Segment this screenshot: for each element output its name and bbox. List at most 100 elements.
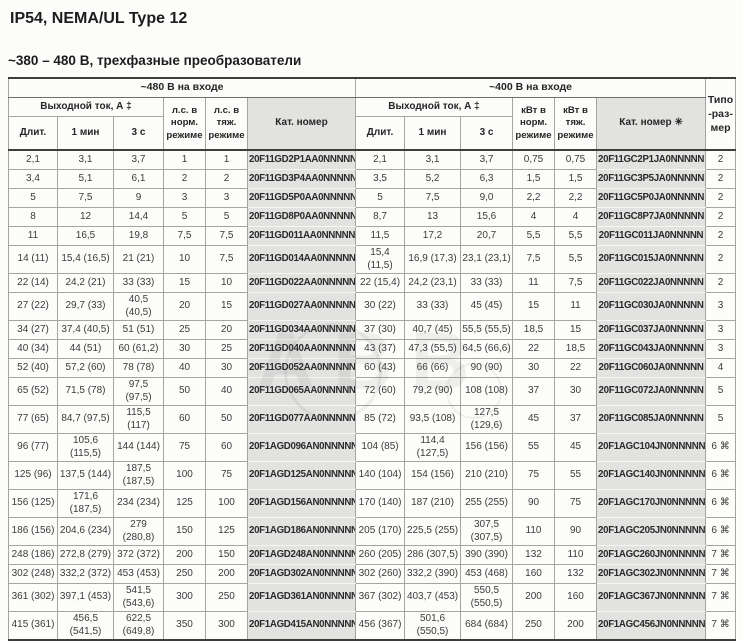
value-cell: 15 [554, 320, 598, 340]
value-cell: 84,7 (97,5) [57, 405, 114, 434]
value-cell: 30 [512, 358, 556, 378]
frame-size-cell: 2 [705, 245, 737, 274]
catalog-number-cell: 20F11GD034AA0NNNNN [246, 320, 357, 340]
value-cell: 390 (390) [460, 545, 514, 565]
value-cell: 75 [554, 489, 598, 518]
catalog-number-cell: 20F11GD3P4AA0NNNNN [246, 169, 357, 189]
value-cell: 5,5 [554, 245, 598, 274]
value-cell: 45 [512, 405, 556, 434]
value-cell: 5 [163, 207, 206, 227]
value-cell: 225,5 (255) [404, 517, 462, 546]
value-cell: 55,5 (55,5) [460, 320, 514, 340]
table-row: 361 (302) 397,1 (453) 541,5 (543,6) 300 250 2… [8, 583, 737, 612]
value-cell: 5 [8, 188, 58, 208]
value-cell: 279 (280,8) [113, 517, 164, 546]
value-cell: 403,7 (453) [404, 583, 462, 612]
value-cell: 205 (170) [355, 517, 406, 546]
table-row: 65 (52) 71,5 (78) 97,5 (97,5) 50 40 20F11GD06… [8, 377, 737, 406]
value-cell: 2,2 [512, 188, 556, 208]
catalog-number-cell: 20F11GD2P1AA0NNNNN [246, 149, 357, 170]
value-cell: 1 [205, 149, 248, 170]
value-cell: 132 [554, 564, 598, 584]
value-cell: 3,7 [113, 149, 164, 170]
value-cell: 7,5 [163, 226, 206, 246]
value-cell: 187 (210) [404, 489, 462, 518]
value-cell: 200 [554, 611, 598, 641]
value-cell: 50 [163, 377, 206, 406]
page-title: IP54, NEMA/UL Type 12 [10, 10, 188, 27]
frame-size-cell: 3 [705, 339, 737, 359]
value-cell: 127,5 (129,6) [460, 405, 514, 434]
kw-normal-header: кВт в норм. режиме [512, 97, 556, 151]
drive-selection-table: ~480 В на входе ~400 В на входе Типо-раз… [7, 77, 737, 641]
value-cell: 3,7 [460, 149, 514, 170]
value-cell: 40 [205, 377, 248, 406]
table-row: 2,1 3,1 3,7 1 1 20F11GD2P1AA0NNNNN 2,1 3,1 3,7 0,… [8, 149, 737, 170]
value-cell: 5,5 [512, 226, 556, 246]
group-header-400v: ~400 В на входе [355, 77, 707, 98]
value-cell: 47,3 (55,5) [404, 339, 462, 359]
value-cell: 55 [512, 433, 556, 462]
value-cell: 415 (361) [8, 611, 58, 641]
value-cell: 2,1 [8, 149, 58, 170]
value-cell: 75 [163, 433, 206, 462]
value-cell: 72 (60) [355, 377, 406, 406]
frame-size-header: Типо-раз-мер [705, 77, 737, 151]
value-cell: 187,5 (187,5) [113, 461, 164, 490]
value-cell: 0,75 [554, 149, 598, 170]
value-cell: 110 [554, 545, 598, 565]
catalog-number-header-480: Кат. номер [246, 97, 357, 151]
catalog-number-cell: 20F1AGC367JN0NNNNN [596, 583, 707, 612]
output-current-header-400: Выходной ток, А ‡ [355, 97, 514, 117]
frame-size-cell: 5 [705, 405, 737, 434]
catalog-number-cell: 20F11GD5P0AA0NNNNN [246, 188, 357, 208]
sub-header-row: Длит. 1 мин 3 с Длит. 1 мин 3 с [8, 116, 736, 151]
value-cell: 255 (255) [460, 489, 514, 518]
frame-size-cell: 7 ⌘ [705, 583, 737, 612]
value-cell: 250 [205, 583, 248, 612]
catalog-number-cell: 20F11GC022JA0NNNNN [596, 273, 707, 293]
frame-size-cell: 2 [705, 207, 737, 227]
drive-table-wrap: АВВ ~480 В на входе ~400 В на входе Типо… [7, 77, 737, 641]
value-cell: 4 [512, 207, 556, 227]
value-cell: 144 (144) [113, 433, 164, 462]
value-cell: 302 (248) [8, 564, 58, 584]
catalog-number-cell: 20F11GC011JA0NNNNN [596, 226, 707, 246]
value-cell: 7,5 [404, 188, 462, 208]
section-title: ~380 – 480 В, трехфазные преобразователи [8, 53, 302, 68]
value-cell: 15 [205, 292, 248, 321]
frame-size-cell: 3 [705, 292, 737, 321]
value-cell: 300 [205, 611, 248, 641]
value-cell: 11,5 [355, 226, 406, 246]
value-cell: 37 [554, 405, 598, 434]
catalog-number-cell: 20F11GD077AA0NNNNN [246, 405, 357, 434]
value-cell: 20,7 [460, 226, 514, 246]
catalog-number-cell: 20F1AGD361AN0NNNNN [246, 583, 357, 612]
catalog-number-header-400: Кат. номер ✳ [596, 97, 707, 151]
value-cell: 11 [8, 226, 58, 246]
value-cell: 2,1 [355, 149, 406, 170]
frame-size-cell: 7 ⌘ [705, 564, 737, 584]
table-row: 302 (248) 332,2 (372) 453 (453) 250 200 20F1A… [8, 564, 737, 584]
value-cell: 7,5 [205, 226, 248, 246]
value-cell: 108 (108) [460, 377, 514, 406]
frame-size-cell: 6 ⌘ [705, 489, 737, 518]
table-row: 22 (14) 24,2 (21) 33 (33) 15 10 20F11GD022AA0… [8, 273, 737, 293]
value-cell: 453 (453) [113, 564, 164, 584]
table-row: 27 (22) 29,7 (33) 40,5 (40,5) 20 15 20F11GD02… [8, 292, 737, 321]
catalog-number-cell: 20F11GC072JA0NNNNN [596, 377, 707, 406]
catalog-number-cell: 20F11GC037JA0NNNNN [596, 320, 707, 340]
frame-size-cell: 6 ⌘ [705, 517, 737, 546]
table-row: 415 (361) 456,5 (541,5) 622,5 (649,8) 350 30… [8, 611, 737, 641]
catalog-number-cell: 20F11GC8P7JA0NNNNN [596, 207, 707, 227]
value-cell: 132 [512, 545, 556, 565]
value-cell: 3,1 [404, 149, 462, 170]
value-cell: 541,5 (543,6) [113, 583, 164, 612]
value-cell: 684 (684) [460, 611, 514, 641]
value-cell: 6,3 [460, 169, 514, 189]
value-cell: 24,2 (23,1) [404, 273, 462, 293]
catalog-number-cell: 20F1AGC170JN0NNNNN [596, 489, 707, 518]
value-cell: 33 (33) [113, 273, 164, 293]
value-cell: 57,2 (60) [57, 358, 114, 378]
value-cell: 10 [163, 245, 206, 274]
